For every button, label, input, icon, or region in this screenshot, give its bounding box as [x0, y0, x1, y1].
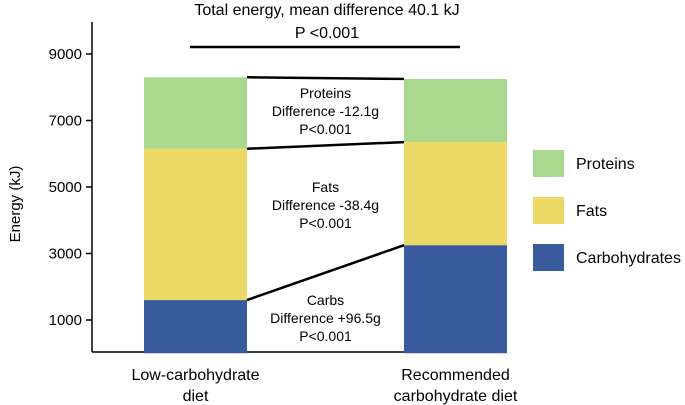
y-tick-label-1000: 1000 — [49, 312, 82, 329]
annotation-proteins-line-0: Proteins — [300, 85, 351, 101]
connector-proteins-top — [246, 76, 405, 81]
y-tick-label-7000: 7000 — [49, 113, 82, 130]
legend-label-proteins: Proteins — [576, 156, 635, 173]
legend-swatch-proteins — [533, 150, 564, 177]
annotation-fats-line-2: P<0.001 — [299, 215, 352, 231]
legend-swatch-carbohydrates — [533, 244, 564, 271]
x-tick-label-low-carbohydrate-diet-line-1: diet — [183, 388, 209, 405]
x-tick-labels: Low-carbohydrate diet Recommended carbohydr… — [131, 367, 517, 405]
y-tick-label-9000: 9000 — [49, 46, 82, 63]
bar-carbohydrates-recommended-carbohydrate-diet — [404, 245, 507, 354]
connectors-layer — [246, 76, 405, 302]
bars-layer — [144, 77, 507, 354]
annotation-fats-line-1: Difference -38.4g — [272, 197, 379, 213]
x-tick-label-recommended-carbohydrate-diet-line-0: Recommended — [401, 367, 510, 384]
bar-carbohydrates-low-carbohydrate-diet — [144, 300, 247, 354]
connector-fats-top — [246, 140, 405, 151]
legend-label-fats: Fats — [576, 203, 607, 220]
annotations-layer: Proteins Difference -12.1g P<0.001 Fats Diff… — [270, 85, 381, 344]
bar-proteins-low-carbohydrate-diet — [144, 77, 247, 149]
legend: Proteins Fats Carbohydrates — [533, 150, 681, 271]
x-tick-label-low-carbohydrate-diet-line-0: Low-carbohydrate — [131, 367, 259, 384]
y-axis-label: Energy (kJ) — [7, 166, 24, 243]
x-tick-label-recommended-carbohydrate-diet-line-1: carbohydrate diet — [394, 388, 518, 405]
y-tick-label-3000: 3000 — [49, 246, 82, 263]
annotation-carbohydrates-line-0: Carbs — [307, 292, 344, 308]
chart-title: Total energy, mean difference 40.1 kJ — [194, 2, 459, 19]
y-tick-label-5000: 5000 — [49, 179, 82, 196]
annotation-proteins-line-1: Difference -12.1g — [272, 103, 379, 119]
annotation-carbohydrates-line-1: Difference +96.5g — [270, 310, 381, 326]
legend-swatch-fats — [533, 197, 564, 224]
legend-label-carbohydrates: Carbohydrates — [576, 250, 681, 267]
bar-fats-low-carbohydrate-diet — [144, 148, 247, 301]
bar-proteins-recommended-carbohydrate-diet — [404, 78, 507, 143]
annotation-proteins-line-2: P<0.001 — [299, 121, 352, 137]
chart-title-pvalue: P <0.001 — [295, 25, 359, 42]
annotation-carbohydrates-line-2: P<0.001 — [299, 328, 352, 344]
connector-carbohydrates-top — [246, 244, 405, 302]
bar-fats-recommended-carbohydrate-diet — [404, 142, 507, 246]
annotation-fats-line-0: Fats — [312, 179, 339, 195]
